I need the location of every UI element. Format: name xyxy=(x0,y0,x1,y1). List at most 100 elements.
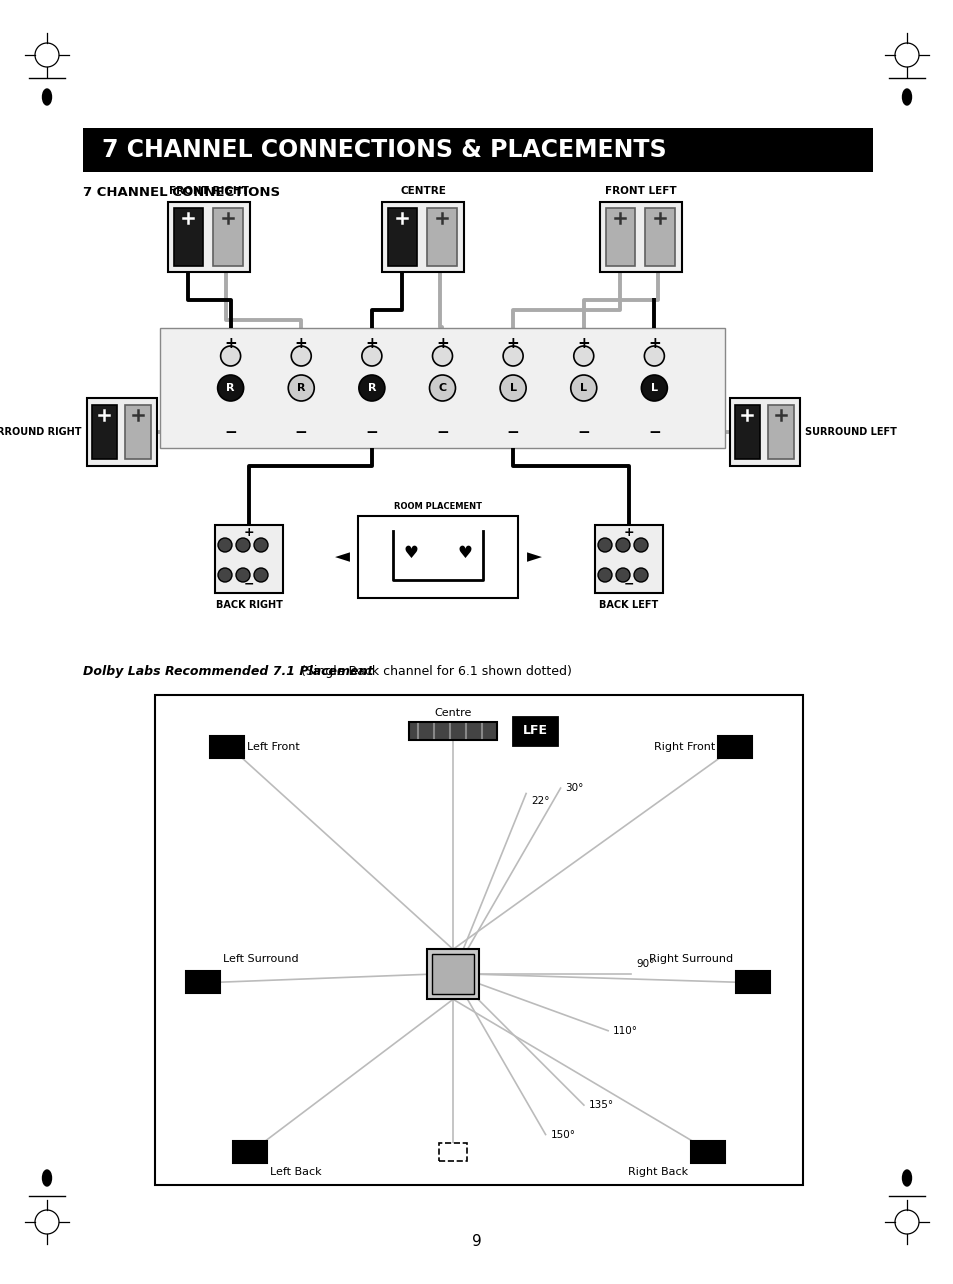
Text: +: + xyxy=(623,526,634,539)
Text: Right Surround: Right Surround xyxy=(648,954,732,964)
Circle shape xyxy=(361,345,381,366)
Bar xyxy=(87,398,157,466)
Circle shape xyxy=(358,375,384,401)
Text: Right Back: Right Back xyxy=(627,1167,687,1177)
Bar xyxy=(173,208,203,266)
Text: L: L xyxy=(579,383,587,393)
Text: −: − xyxy=(365,425,377,440)
Text: +: + xyxy=(243,526,254,539)
Text: +: + xyxy=(577,336,590,351)
Bar xyxy=(214,525,283,593)
Circle shape xyxy=(640,375,667,401)
Text: CENTRE: CENTRE xyxy=(399,186,445,196)
Text: L: L xyxy=(509,383,517,393)
Bar xyxy=(160,327,724,448)
Circle shape xyxy=(634,568,647,582)
Text: R: R xyxy=(226,383,234,393)
Text: Left Front: Left Front xyxy=(247,742,299,752)
Bar xyxy=(718,736,751,758)
Bar xyxy=(605,208,635,266)
Text: +: + xyxy=(647,336,660,351)
Bar xyxy=(690,1141,724,1163)
Bar xyxy=(233,1141,267,1163)
Bar xyxy=(381,202,463,272)
Text: LFE: LFE xyxy=(522,724,547,737)
Text: −: − xyxy=(506,425,519,440)
Text: BACK RIGHT: BACK RIGHT xyxy=(215,600,282,610)
Bar xyxy=(729,398,800,466)
Text: R: R xyxy=(296,383,305,393)
Circle shape xyxy=(291,345,311,366)
Bar xyxy=(168,202,250,272)
Circle shape xyxy=(235,538,250,552)
Bar xyxy=(427,949,478,999)
Text: Right Front: Right Front xyxy=(653,742,714,752)
Text: +: + xyxy=(506,336,519,351)
Bar xyxy=(438,1143,467,1161)
Text: 9: 9 xyxy=(472,1234,481,1249)
Circle shape xyxy=(429,375,455,401)
Text: 90°: 90° xyxy=(636,959,654,969)
Bar xyxy=(387,208,416,266)
Text: +: + xyxy=(224,336,236,351)
Text: Left Surround: Left Surround xyxy=(223,954,298,964)
Bar xyxy=(210,736,244,758)
Bar xyxy=(768,406,793,458)
Text: 150°: 150° xyxy=(550,1130,575,1139)
Text: (Single Back channel for 6.1 shown dotted): (Single Back channel for 6.1 shown dotte… xyxy=(296,665,571,678)
Circle shape xyxy=(218,568,232,582)
Text: 7 CHANNEL CONNECTIONS: 7 CHANNEL CONNECTIONS xyxy=(83,185,280,199)
Ellipse shape xyxy=(902,1170,910,1186)
Circle shape xyxy=(220,345,240,366)
Ellipse shape xyxy=(902,89,910,105)
Text: C: C xyxy=(438,383,446,393)
Bar xyxy=(735,971,769,994)
Circle shape xyxy=(598,568,612,582)
Circle shape xyxy=(288,375,314,401)
Bar xyxy=(432,954,474,994)
Bar xyxy=(644,208,674,266)
Bar xyxy=(126,406,151,458)
Text: BACK LEFT: BACK LEFT xyxy=(598,600,658,610)
Circle shape xyxy=(643,345,663,366)
Bar xyxy=(599,202,681,272)
Text: ♥: ♥ xyxy=(403,544,417,562)
Bar xyxy=(91,406,117,458)
Text: −: − xyxy=(244,578,254,591)
Bar xyxy=(734,406,760,458)
Bar xyxy=(595,525,662,593)
Circle shape xyxy=(573,345,593,366)
Text: +: + xyxy=(294,336,307,351)
Text: 135°: 135° xyxy=(588,1100,614,1111)
Circle shape xyxy=(616,538,629,552)
Bar xyxy=(186,971,220,994)
Circle shape xyxy=(502,345,522,366)
Text: L: L xyxy=(650,383,658,393)
Text: −: − xyxy=(224,425,236,440)
Bar xyxy=(513,716,557,745)
Bar xyxy=(357,516,517,598)
Circle shape xyxy=(235,568,250,582)
Circle shape xyxy=(217,375,243,401)
Text: FRONT LEFT: FRONT LEFT xyxy=(604,186,676,196)
Text: 30°: 30° xyxy=(565,783,583,794)
Text: −: − xyxy=(577,425,590,440)
Circle shape xyxy=(253,568,268,582)
Text: −: − xyxy=(623,578,634,591)
Bar xyxy=(83,128,872,172)
Text: R: R xyxy=(367,383,375,393)
Bar xyxy=(409,722,497,740)
Text: ►: ► xyxy=(526,547,541,566)
Text: SURROUND RIGHT: SURROUND RIGHT xyxy=(0,428,82,437)
Text: Centre: Centre xyxy=(434,707,472,718)
Circle shape xyxy=(499,375,525,401)
Text: 22°: 22° xyxy=(531,796,549,806)
Circle shape xyxy=(432,345,452,366)
Text: FRONT RIGHT: FRONT RIGHT xyxy=(169,186,249,196)
Bar xyxy=(154,695,802,1185)
Ellipse shape xyxy=(43,89,51,105)
Circle shape xyxy=(598,538,612,552)
Bar xyxy=(427,208,456,266)
Text: ◄: ◄ xyxy=(335,547,349,566)
Text: Dolby Labs Recommended 7.1 Placement: Dolby Labs Recommended 7.1 Placement xyxy=(83,665,373,678)
